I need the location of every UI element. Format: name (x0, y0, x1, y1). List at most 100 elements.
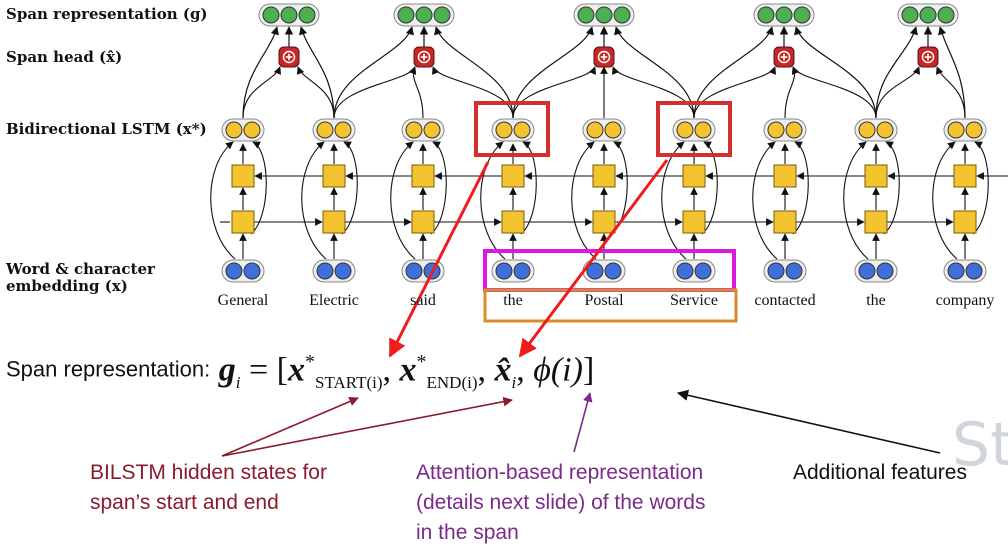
lstm-output-node-0 (221, 118, 265, 142)
endpoint-to-span-3-1 (794, 26, 877, 119)
word-postal: Postal (584, 292, 624, 309)
embed-curve-right-6 (792, 141, 809, 235)
formula-star-end: * (416, 351, 427, 373)
embedding-node-2 (401, 259, 445, 283)
plus-icon (597, 50, 611, 64)
backward-lstm-cell-5 (682, 164, 706, 188)
backward-lstm-cell-1 (322, 164, 346, 188)
word-the: the (503, 292, 523, 309)
endpoint-to-span-0-1 (299, 26, 335, 119)
backward-lstm-cell-6 (773, 164, 797, 188)
annotation-arrow-end (221, 396, 513, 457)
label-embedding-line1: Word & character (6, 260, 155, 278)
lstm-to-head-3-5 (693, 66, 776, 119)
lstm-to-head-3-7 (792, 66, 877, 119)
lstm-output-node-7 (854, 118, 898, 142)
annotation-arrow-features (676, 389, 941, 454)
lstm-to-head-1-2 (408, 66, 424, 119)
label-embedding-line2: embedding (x) (6, 277, 128, 295)
lstm-to-head-4-7 (875, 66, 920, 119)
annotation-arrow-attention (573, 392, 593, 453)
forward-lstm-cell-0 (231, 210, 255, 234)
lstm-to-head-2-3 (512, 66, 596, 119)
backward-lstm-cell-2 (411, 164, 435, 188)
word-general: General (217, 292, 269, 309)
backward-lstm-cell-4 (592, 164, 616, 188)
span-node-0 (258, 3, 320, 27)
backward-lstm-cell-7 (864, 164, 888, 188)
start-pointer-arrow (388, 161, 490, 358)
embed-curve-right-8 (972, 141, 989, 235)
embed-curve-right-2 (430, 141, 447, 235)
embed-curve-right-0 (250, 141, 267, 235)
head-node-3 (773, 46, 795, 68)
formula-equals: = [ (240, 351, 288, 389)
formula-xhat-index: i (511, 373, 517, 393)
formula-g-index: i (235, 373, 241, 393)
formula-comma-2: , (477, 351, 495, 389)
end-pointer-arrow (518, 159, 669, 358)
watermark: Sta (952, 410, 1008, 480)
embedding-node-0 (221, 259, 265, 283)
annotation-attention-line3: in the span (416, 521, 519, 544)
forward-lstm-cell-5 (682, 210, 706, 234)
forward-lstm-cell-2 (411, 210, 435, 234)
nodes-layer (221, 3, 987, 283)
annotation-arrow-start (221, 396, 359, 457)
highlight-boxes (474, 101, 738, 323)
head-node-0 (278, 46, 300, 68)
formula-comma-3: , (516, 351, 534, 389)
formula-x-end: x (399, 351, 417, 389)
formula-x-start: x (288, 351, 305, 389)
start-highlight-box (474, 101, 550, 157)
embed-curve-left-1 (301, 141, 327, 260)
embed-curve-right-1 (341, 141, 358, 235)
embed-curve-left-2 (390, 141, 416, 260)
formula-comma-1: , (382, 351, 400, 389)
embedding-node-4 (582, 259, 626, 283)
embed-curve-right-7 (883, 141, 900, 235)
backward-lstm-cell-8 (953, 164, 977, 188)
plus-icon (417, 50, 431, 64)
word-the-2: the (866, 292, 886, 309)
formula-start-sub: START(i) (315, 373, 383, 393)
embed-curve-left-6 (752, 141, 778, 260)
annotation-bilstm: BILSTM hidden states for span’s start an… (90, 458, 327, 518)
embedding-node-1 (312, 259, 356, 283)
annotation-attention-line2: (details next slide) of the words (416, 491, 706, 514)
word-contacted: contacted (754, 292, 816, 309)
span-node-2 (573, 3, 635, 27)
lstm-to-head-2-5 (612, 66, 695, 119)
formula-end-sub: END(i) (426, 373, 478, 393)
lstm-output-node-5 (672, 118, 716, 142)
lstm-to-head-0-1 (297, 66, 335, 119)
embedding-node-5 (672, 259, 716, 283)
head-node-2 (593, 46, 615, 68)
word-company: company (935, 292, 995, 309)
embed-curve-left-3 (480, 141, 506, 260)
endpoint-to-span-0-0 (242, 26, 279, 119)
span-node-4 (897, 3, 959, 27)
label-bilstm: Bidirectional LSTM (x*) (6, 120, 207, 138)
forward-lstm-cell-6 (773, 210, 797, 234)
lstm-output-node-8 (943, 118, 987, 142)
forward-lstm-cell-4 (592, 210, 616, 234)
annotation-additional: Additional features (793, 461, 967, 484)
lstm-to-head-1-3 (432, 66, 514, 119)
forward-lstm-cell-7 (864, 210, 888, 234)
embedding-node-8 (943, 259, 987, 283)
label-span-head: Span head (x̂) (6, 48, 123, 66)
word-service: Service (670, 292, 718, 309)
plus-icon (921, 50, 935, 64)
embed-curve-right-5 (701, 141, 718, 235)
connection-curves (210, 26, 989, 260)
plus-icon (282, 50, 296, 64)
formula-star-start: * (305, 351, 315, 373)
embedding-node-6 (763, 259, 807, 283)
span-node-1 (393, 3, 455, 27)
lstm-output-node-1 (312, 118, 356, 142)
span-formula: Span representation: gi = [x*START(i), x… (6, 351, 594, 393)
embedding-node-7 (854, 259, 898, 283)
